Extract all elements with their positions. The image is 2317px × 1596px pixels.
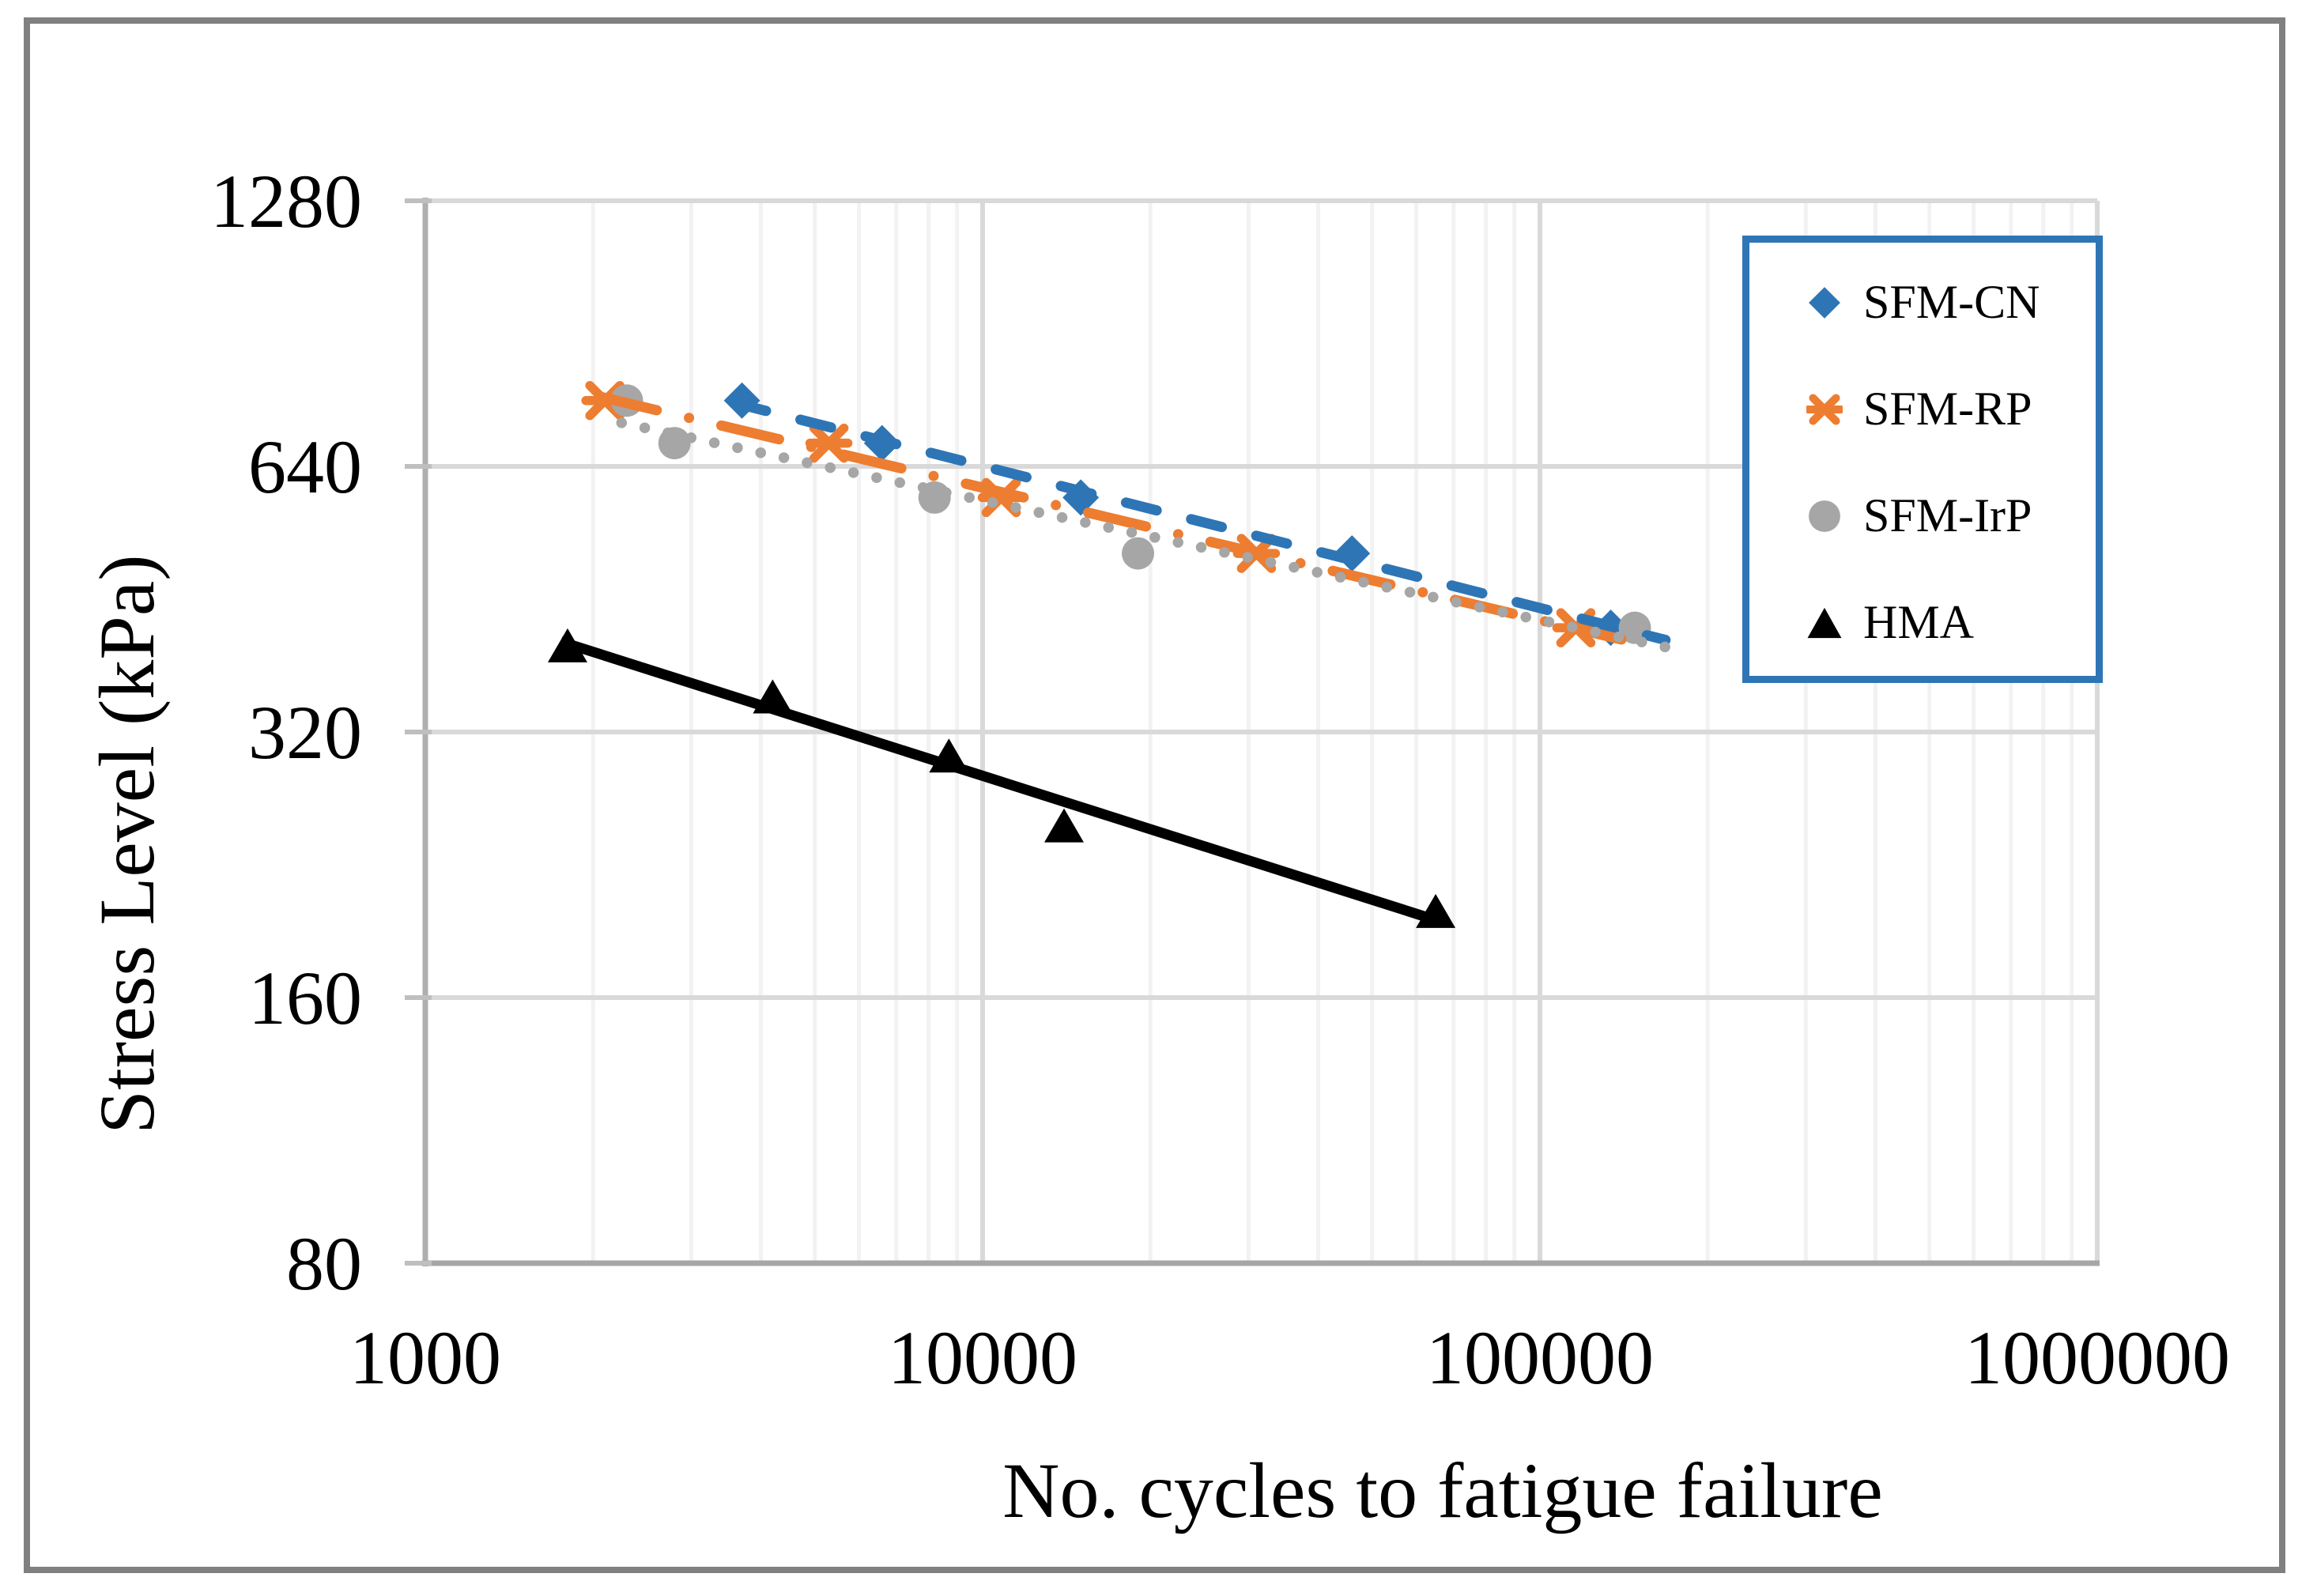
triangle-marker-icon xyxy=(1807,607,1842,638)
circle-marker-icon xyxy=(1809,500,1840,532)
y-tick-label: 640 xyxy=(248,424,362,509)
trendline-SFM-IrP xyxy=(616,417,1681,655)
y-axis-title: Stress Level (kPa) xyxy=(83,554,171,1134)
x-tick-label: 1000000 xyxy=(1964,1315,2230,1400)
y-tick-label: 160 xyxy=(248,956,362,1040)
legend-item-hma: HMA xyxy=(1749,569,2096,676)
diamond-marker-icon xyxy=(1809,286,1840,319)
legend: SFM-CN SFM-RP SFM-IrP HMA xyxy=(1742,236,2103,683)
data-point-circle xyxy=(1122,537,1155,570)
y-tick-label: 320 xyxy=(248,690,362,775)
legend-label-sfm-rp: SFM-RP xyxy=(1863,383,2032,435)
x-tick-label: 1000 xyxy=(349,1315,501,1400)
x-tick-label: 100000 xyxy=(1426,1315,1654,1400)
legend-label-sfm-irp: SFM-IrP xyxy=(1863,489,2032,541)
legend-item-sfm-irp: SFM-IrP xyxy=(1749,462,2096,569)
chart-generated-layer: 1000 10000 100000 1000000 1280 640 320 160 80 xyxy=(210,159,2230,1400)
x-axis-title: No. cycles to fatigue failure xyxy=(1002,1447,1882,1534)
legend-label-hma: HMA xyxy=(1863,596,1975,648)
figure-border xyxy=(24,17,2285,1573)
legend-item-sfm-cn: SFM-CN xyxy=(1749,249,2096,356)
trendline-SFM-CN xyxy=(730,398,1671,646)
legend-item-sfm-rp: SFM-RP xyxy=(1749,356,2096,462)
y-tick-label: 1280 xyxy=(210,159,362,243)
legend-label-sfm-cn: SFM-CN xyxy=(1863,276,2040,328)
trendline-HMA xyxy=(559,636,1441,926)
asterisk-marker-icon xyxy=(1806,393,1843,425)
x-tick-label: 10000 xyxy=(888,1315,1077,1400)
trendline-SFM-RP xyxy=(594,391,1627,645)
y-tick-label: 80 xyxy=(286,1221,362,1306)
data-point-triangle xyxy=(1044,808,1085,843)
